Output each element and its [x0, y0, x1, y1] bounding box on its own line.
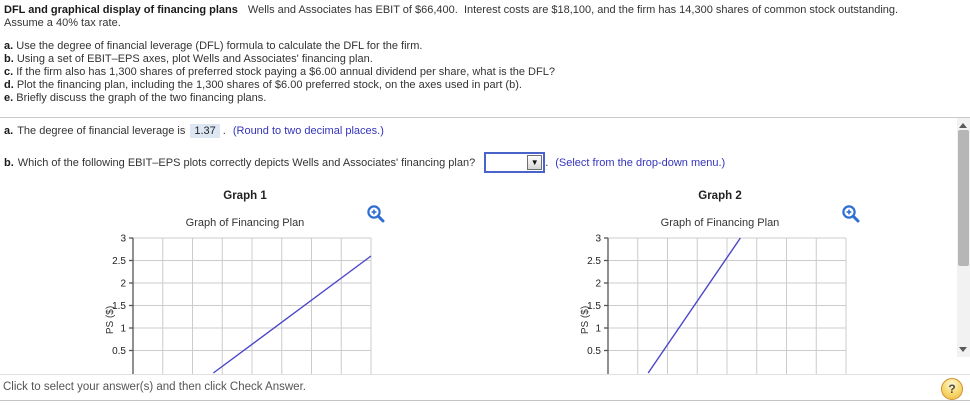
- financing-plan-line: [212, 255, 372, 374]
- dfl-value-box[interactable]: 1.37: [190, 124, 220, 138]
- scroll-up-icon[interactable]: [959, 123, 967, 128]
- select-hint: (Select from the drop-down menu.): [555, 156, 726, 169]
- task-b-text: Using a set of EBIT–EPS axes, plot Wells…: [16, 53, 373, 65]
- task-e: e. Briefly discuss the graph of the two …: [4, 92, 555, 105]
- part-b-prefix: b.: [4, 156, 14, 169]
- task-list: a. Use the degree of financial leverage …: [4, 40, 555, 105]
- scroll-down-icon[interactable]: [959, 347, 967, 352]
- graph-2-block: Graph 2 Graph of Financing Plan PS ($) 3…: [575, 190, 865, 374]
- task-d-text: Plot the financing plan, including the 1…: [16, 79, 522, 91]
- svg-text:1.5: 1.5: [112, 301, 126, 312]
- financing-plan-plot-2: 3 2.5 2 1.5 1 0.5: [587, 234, 847, 374]
- graph-1-name: Graph 1: [223, 190, 267, 202]
- task-a-prefix: a.: [4, 40, 14, 52]
- graph-1-block: Graph 1 Graph of Financing Plan PS ($) 3…: [100, 190, 390, 374]
- financing-plan-line: [647, 237, 741, 374]
- svg-text:1: 1: [595, 324, 601, 335]
- part-b-period: .: [545, 156, 549, 169]
- round-hint: (Round to two decimal places.): [232, 125, 384, 137]
- part-a-prefix: a.: [4, 125, 14, 137]
- vertical-scrollbar[interactable]: [957, 118, 970, 357]
- dropdown-arrow-icon[interactable]: ▼: [527, 155, 543, 170]
- part-a-answer-row: a. The degree of financial leverage is 1.3…: [4, 124, 384, 138]
- svg-text:0.5: 0.5: [112, 346, 126, 357]
- task-a: a. Use the degree of financial leverage …: [4, 40, 555, 53]
- svg-text:3: 3: [595, 234, 601, 245]
- task-d: d. Plot the financing plan, including th…: [4, 79, 555, 92]
- problem-title: DFL and graphical display of financing p…: [4, 4, 238, 16]
- footer-bar: Click to select your answer(s) and then …: [0, 374, 970, 405]
- problem-text-line2: Assume a 40% tax rate.: [4, 17, 121, 29]
- task-c-prefix: c.: [4, 66, 14, 78]
- task-e-text: Briefly discuss the graph of the two fin…: [16, 92, 267, 104]
- part-b-question: Which of the following EBIT–EPS plots co…: [17, 156, 476, 169]
- financing-plan-plot-1: 3 2.5 2 1.5 1 0.5: [112, 234, 372, 374]
- task-c-text: If the firm also has 1,300 shares of pre…: [16, 66, 555, 78]
- section-divider: [0, 117, 970, 118]
- task-a-text: Use the degree of financial leverage (DF…: [16, 40, 423, 52]
- task-b-prefix: b.: [4, 53, 14, 65]
- svg-text:1: 1: [120, 324, 126, 335]
- scrollbar-thumb[interactable]: [958, 130, 969, 266]
- svg-text:0.5: 0.5: [587, 346, 601, 357]
- svg-text:2: 2: [120, 279, 126, 290]
- footer-divider: [0, 400, 970, 401]
- plot-select-dropdown[interactable]: ▼: [484, 152, 546, 173]
- graph-2-name: Graph 2: [698, 190, 742, 202]
- svg-text:2.5: 2.5: [587, 256, 601, 267]
- footer-instruction: Click to select your answer(s) and then …: [3, 381, 306, 393]
- zoom-in-icon[interactable]: [841, 204, 861, 224]
- help-button[interactable]: ?: [941, 378, 963, 400]
- svg-text:2: 2: [595, 279, 601, 290]
- task-b: b. Using a set of EBIT–EPS axes, plot We…: [4, 53, 555, 66]
- task-d-prefix: d.: [4, 79, 14, 91]
- problem-text-line1: Wells and Associates has EBIT of $66,400…: [247, 4, 899, 16]
- svg-text:1.5: 1.5: [587, 301, 601, 312]
- graph-2-title: Graph of Financing Plan: [660, 217, 780, 229]
- svg-text:3: 3: [120, 234, 126, 245]
- svg-text:2.5: 2.5: [112, 256, 126, 267]
- problem-statement: DFL and graphical display of financing p…: [4, 4, 968, 30]
- part-a-period: .: [222, 125, 226, 137]
- part-b-answer-row: b. Which of the following EBIT–EPS plots …: [4, 152, 725, 173]
- graph-1-title: Graph of Financing Plan: [185, 217, 305, 229]
- task-c: c. If the firm also has 1,300 shares of …: [4, 66, 555, 79]
- task-e-prefix: e.: [4, 92, 14, 104]
- answer-scroll-region: a. The degree of financial leverage is 1.3…: [0, 118, 957, 374]
- part-a-text: The degree of financial leverage is: [17, 125, 186, 137]
- zoom-in-icon[interactable]: [366, 204, 386, 224]
